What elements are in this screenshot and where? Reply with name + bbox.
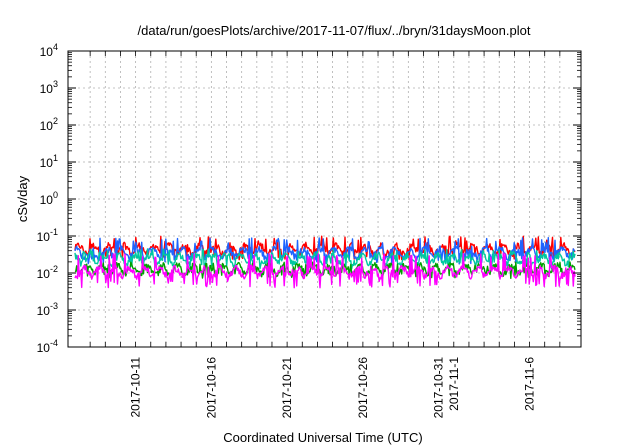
- chart-title: /data/run/goesPlots/archive/2017-11-07/f…: [138, 23, 531, 38]
- x-tick-label: 2017-11-1: [447, 357, 461, 411]
- x-tick-labels: 2017-10-11 2017-10-16 2017-10-21 2017-10-26…: [129, 357, 537, 419]
- x-tick-label: 2017-11-6: [523, 357, 537, 411]
- series-line-1: [74, 236, 576, 265]
- y-tick-labels: 10-4 10-3 10-2 10-1 100 101 102 103 104: [37, 42, 58, 355]
- y-tick-label: 104: [40, 42, 58, 59]
- series-group: [74, 235, 576, 289]
- x-axis-label: Coordinated Universal Time (UTC): [223, 430, 422, 445]
- y-tick-label: 101: [40, 153, 58, 170]
- x-tick-label: 2017-10-31: [432, 357, 446, 419]
- x-tick-label: 2017-10-11: [129, 357, 143, 418]
- y-axis-label: cSv/day: [15, 175, 30, 222]
- y-tick-label: 100: [40, 190, 58, 207]
- y-tick-label: 102: [40, 116, 58, 133]
- y-tick-label: 10-1: [37, 227, 58, 244]
- x-tick-label: 2017-10-16: [204, 357, 218, 419]
- y-tick-label: 10-4: [37, 338, 58, 355]
- x-tick-label: 2017-10-26: [356, 357, 370, 419]
- grid: [68, 51, 581, 347]
- x-tick-label: 2017-10-21: [280, 357, 294, 419]
- y-tick-label: 10-3: [37, 301, 58, 318]
- axis-ticks: [68, 50, 581, 348]
- series-line-4: [74, 252, 576, 289]
- series-line-0: [74, 235, 576, 261]
- y-tick-label: 103: [40, 79, 58, 96]
- y-tick-label: 10-2: [37, 264, 58, 281]
